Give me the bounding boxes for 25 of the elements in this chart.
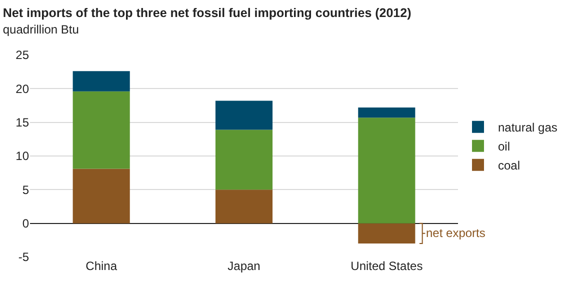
y-tick-label: 5 (22, 182, 30, 197)
y-tick-label: 10 (16, 149, 30, 164)
annotation: net exports (426, 226, 486, 240)
x-tick-label: Japan (228, 259, 260, 273)
chart-subtitle: quadrillion Btu (2, 22, 79, 36)
y-tick-label: -5 (18, 250, 30, 264)
bar (358, 223, 416, 244)
x-tick-label: United States (350, 259, 423, 273)
y-tick-label: 15 (16, 116, 30, 130)
bar (72, 91, 130, 169)
y-tick-label: 20 (16, 82, 30, 96)
chart-title: Net imports of the top three net fossil fuel importing countries (2012) (2, 6, 412, 20)
bar (215, 100, 273, 130)
y-tick-label: 0 (22, 216, 30, 231)
bar (72, 71, 130, 92)
y-tick-label: 25 (16, 48, 30, 62)
legend-label: coal (498, 158, 520, 173)
legend-label: oil (498, 140, 510, 154)
bar (358, 118, 416, 224)
bar (215, 190, 273, 224)
bar (72, 168, 130, 224)
x-tick-label: China (86, 259, 118, 273)
bar (215, 130, 273, 190)
legend-label: natural gas (498, 120, 558, 135)
bar (358, 108, 416, 118)
